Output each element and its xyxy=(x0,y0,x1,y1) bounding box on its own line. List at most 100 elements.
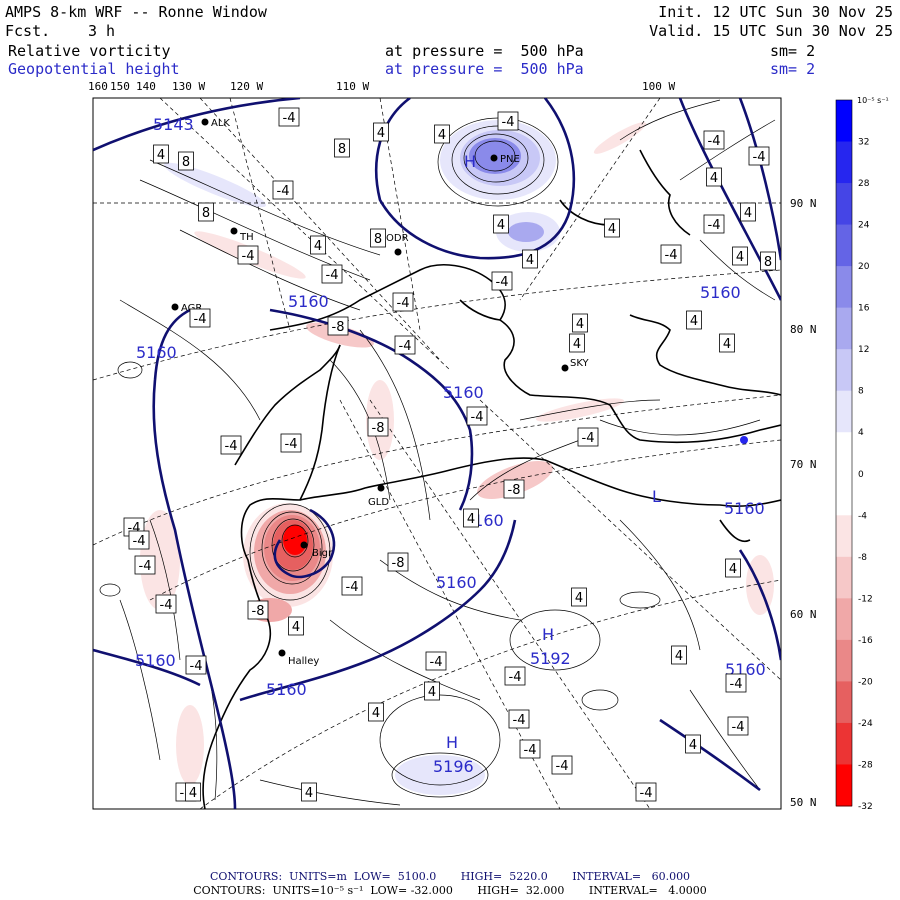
svg-text:-8: -8 xyxy=(332,320,345,335)
vorticity-label: 4 xyxy=(732,246,748,266)
svg-text:-4: -4 xyxy=(133,534,146,549)
field1-sm: sm= 2 xyxy=(770,42,816,60)
svg-text:-4: -4 xyxy=(430,655,443,670)
station-label: Halley xyxy=(288,656,319,667)
top-longitude-labels: 160 150 140 130 W 120 W 110 W 100 W xyxy=(88,80,675,93)
lat-label: 80 N xyxy=(790,323,817,336)
high-marker: H xyxy=(446,733,458,752)
lat-label: 60 N xyxy=(790,608,817,621)
vorticity-label: -4 xyxy=(466,406,488,426)
svg-text:-4: -4 xyxy=(399,339,412,354)
height-label: 5192 xyxy=(530,649,571,668)
svg-text:4: 4 xyxy=(467,512,475,527)
station-dot xyxy=(171,303,179,311)
lat-label: 90 N xyxy=(790,197,817,210)
colorbar-segment xyxy=(836,390,852,433)
height-label: 5160 xyxy=(436,573,477,592)
vorticity-label: -4 xyxy=(577,427,599,447)
colorbar-segment xyxy=(836,183,852,226)
vorticity-label: 4 xyxy=(493,214,509,234)
vorticity-label: -4 xyxy=(185,655,207,675)
vorticity-label: 4 xyxy=(671,645,687,665)
vorticity-label: 4 xyxy=(463,508,479,528)
svg-text:-4: -4 xyxy=(556,759,569,774)
vorticity-label: -4 xyxy=(504,666,526,686)
svg-text:-4: -4 xyxy=(502,115,515,130)
lon-label: 120 W xyxy=(230,80,263,93)
vorticity-label: -4 xyxy=(748,146,770,166)
lon-label: 130 W xyxy=(172,80,205,93)
svg-text:-4: -4 xyxy=(346,580,359,595)
svg-text:-4: -4 xyxy=(194,312,207,327)
vorticity-label: 4 xyxy=(288,616,304,636)
svg-text:-4: -4 xyxy=(397,296,410,311)
station-dot xyxy=(561,364,569,372)
lon-label: 110 W xyxy=(336,80,369,93)
colorbar-segment xyxy=(836,764,852,807)
colorbar-segment xyxy=(836,141,852,184)
vorticity-label: -8 xyxy=(503,479,525,499)
pressure-centers: H H H L xyxy=(446,152,661,752)
field1-level: at pressure = 500 hPa xyxy=(385,42,584,60)
colorbar: 10⁻⁵ s⁻¹ 32 28 24 20 16 12 8 4 0 -4 -8 -12 -16 -20 -24 -… xyxy=(835,96,889,812)
vorticity-label: -4 xyxy=(727,716,749,736)
vorticity-label: 8 xyxy=(198,202,214,222)
colorbar-tick-label: 4 xyxy=(858,428,864,438)
station-label: ALK xyxy=(211,118,230,129)
footer-height-contours: CONTOURS: UNITS=m LOW= 5100.0 HIGH= 5220… xyxy=(209,870,691,883)
vorticity-label: -4 xyxy=(519,739,541,759)
station-label: GLD xyxy=(368,497,389,508)
svg-text:4: 4 xyxy=(377,126,385,141)
svg-text:-8: -8 xyxy=(392,556,405,571)
svg-text:-4: -4 xyxy=(242,249,255,264)
station-label: PNE xyxy=(500,154,520,165)
vorticity-label: -4 xyxy=(280,433,302,453)
vorticity-label: 4 xyxy=(434,124,450,144)
svg-text:4: 4 xyxy=(189,786,197,801)
colorbar-tick-label: 0 xyxy=(858,470,864,480)
colorbar-segment xyxy=(836,722,852,765)
svg-text:-4: -4 xyxy=(513,713,526,728)
colorbar-tick-label: -16 xyxy=(858,636,873,646)
height-label: 5160 xyxy=(700,283,741,302)
station-label: Bigr xyxy=(312,548,333,559)
vorticity-label: 4 xyxy=(571,587,587,607)
field2-sm: sm= 2 xyxy=(770,60,816,78)
svg-text:-4: -4 xyxy=(582,431,595,446)
svg-text:4: 4 xyxy=(729,562,737,577)
init-time: Init. 12 UTC Sun 30 Nov 25 xyxy=(658,3,893,21)
vorticity-label: 4 xyxy=(719,333,735,353)
right-latitude-labels: 90 N 80 N 70 N 60 N 50 N xyxy=(790,197,817,809)
colorbar-tick-label: 24 xyxy=(858,221,870,231)
svg-text:-4: -4 xyxy=(665,248,678,263)
vorticity-label: -4 xyxy=(278,107,300,127)
vorticity-label: -4 xyxy=(220,435,242,455)
lat-label: 70 N xyxy=(790,458,817,471)
vorticity-label: 4 xyxy=(725,558,741,578)
vorticity-label: -4 xyxy=(341,576,363,596)
vorticity-label: 4 xyxy=(686,310,702,330)
station-dot xyxy=(300,541,308,549)
vorticity-label: 8 xyxy=(370,228,386,248)
field2-level: at pressure = 500 hPa xyxy=(385,60,584,78)
vorticity-label: -8 xyxy=(327,316,349,336)
colorbar-segment xyxy=(836,307,852,350)
svg-text:-4: -4 xyxy=(283,111,296,126)
colorbar-unit: 10⁻⁵ s⁻¹ xyxy=(857,96,889,105)
svg-text:-4: -4 xyxy=(496,275,509,290)
station-label: AGR xyxy=(181,303,202,314)
vorticity-label: -4 xyxy=(392,292,414,312)
colorbar-segment xyxy=(836,432,852,475)
height-label: 5143 xyxy=(153,115,194,134)
colorbar-segment xyxy=(836,266,852,309)
colorbar-segment xyxy=(836,515,852,558)
vorticity-label: -4 xyxy=(660,244,682,264)
vorticity-label: -4 xyxy=(425,651,447,671)
field1-name: Relative vorticity xyxy=(8,42,171,60)
colorbar-tick-label: 32 xyxy=(858,138,869,148)
svg-text:4: 4 xyxy=(497,218,505,233)
height-label: 5160 xyxy=(135,651,176,670)
vorticity-label: -4 xyxy=(635,782,657,802)
station-label: TH xyxy=(239,232,254,243)
colorbar-tick-label: -24 xyxy=(858,719,873,729)
